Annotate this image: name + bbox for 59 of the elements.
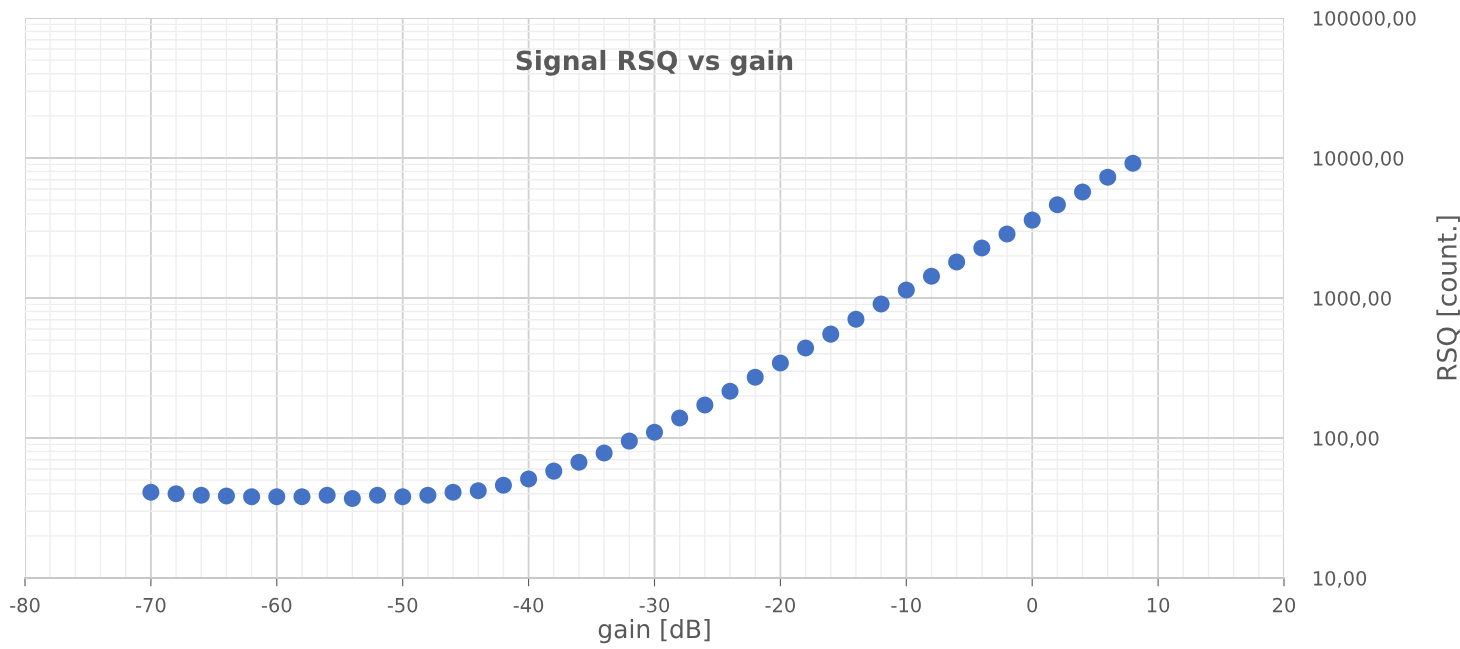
point [620,432,638,450]
point [520,470,538,488]
point [192,486,210,504]
y-tick-label: 1000,00 [1313,290,1391,308]
point [645,423,664,441]
point [595,444,613,462]
point [343,489,361,507]
x-tick-label: -60 [261,597,292,613]
x-tick-label: -70 [135,597,166,613]
point [243,488,261,506]
point [671,409,689,427]
point [771,354,789,372]
point [1099,168,1117,186]
point [494,476,512,494]
point [142,483,160,501]
text: Signal RSQ vs gain [516,49,793,76]
y-tick-label: 100,00 [1313,430,1379,448]
point [872,295,890,313]
point [998,225,1016,243]
y-tick-label: 100000,00 [1313,10,1416,28]
point [369,486,387,504]
point [419,486,437,504]
point [922,267,940,285]
point [469,482,487,500]
x-tick-label: -10 [891,597,921,613]
point [545,462,563,480]
x-axis-title: gain [dB] [598,619,710,644]
point [570,453,588,471]
y-tick-label: 10000,00 [1313,150,1404,168]
point [394,488,412,506]
x-tick-label: -50 [387,597,418,613]
point [721,382,739,400]
x-tick-label: 0 [1027,597,1038,613]
point [1023,211,1041,229]
point [822,325,840,343]
point [897,281,915,299]
y-axis-title: RSQ [count.] [1436,216,1460,380]
x-tick-label: -80 [10,597,40,613]
x-tick-label: -40 [513,597,544,613]
point [1074,183,1092,201]
point [444,483,462,501]
point [847,310,865,328]
y-tick-label: 10,00 [1313,570,1367,588]
point [973,239,991,257]
x-tick-label: 20 [1273,597,1296,613]
point [797,339,815,357]
x-tick-label: 10 [1147,597,1170,613]
x-tick-label: -20 [765,597,795,613]
point [268,488,286,506]
point [1124,154,1142,172]
x-tick-label: -30 [639,597,670,613]
point [948,253,966,271]
point [167,485,185,503]
point [217,487,235,505]
point [293,488,311,506]
point [318,486,336,504]
point [1048,196,1066,214]
point [746,368,764,386]
point [696,396,714,414]
